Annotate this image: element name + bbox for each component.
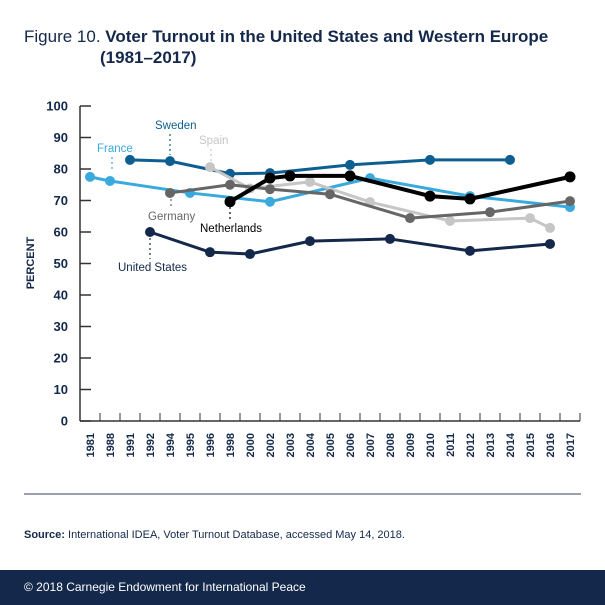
x-tick-label: 1996 <box>205 433 217 457</box>
x-tick-label: 2010 <box>425 433 437 457</box>
figure-label: Figure 10. <box>24 27 101 46</box>
point-sweden <box>165 156 175 167</box>
point-sweden <box>425 154 435 165</box>
label-netherlands: Netherlands <box>200 223 262 235</box>
label-germany: Germany <box>148 211 196 223</box>
point-sweden <box>345 159 355 170</box>
point-netherlands <box>464 193 476 205</box>
x-tick-label: 1998 <box>225 433 237 457</box>
point-spain <box>545 222 555 233</box>
series-netherlands <box>224 170 576 208</box>
point-germany <box>325 189 335 200</box>
x-tick-label: 2011 <box>445 433 457 457</box>
source-text: International IDEA, Voter Turnout Databa… <box>68 529 405 541</box>
series-germany <box>165 179 575 224</box>
point-france <box>85 171 95 182</box>
x-tick-label: 1992 <box>145 433 157 457</box>
point-united-states <box>465 245 475 256</box>
point-netherlands <box>424 190 436 202</box>
point-france <box>265 196 275 207</box>
x-tick-label: 1991 <box>125 433 137 457</box>
y-tick-label: 90 <box>54 130 68 145</box>
axes: 0 10 20 30 40 50 60 70 80 90 100 PERCENT 1981 1988 199… <box>25 99 581 457</box>
line-sweden <box>129 158 510 176</box>
line-chart: 0 10 20 30 40 50 60 70 80 90 100 PERCENT 1981 1988 199… <box>25 99 581 457</box>
x-tick-label: 1995 <box>185 433 197 457</box>
label-united-states: United States <box>118 262 187 274</box>
x-tick-label: 2009 <box>405 433 417 457</box>
point-germany <box>265 184 275 195</box>
y-tick-label: 40 <box>54 288 68 303</box>
x-tick-label: 2012 <box>465 433 477 457</box>
x-tick-label: 1994 <box>165 432 177 457</box>
y-axis-title: PERCENT <box>25 236 37 289</box>
x-tick-label: 2017 <box>565 433 577 457</box>
y-tick-label: 60 <box>54 225 68 240</box>
source-label: Source: <box>24 529 65 541</box>
series-group <box>85 154 576 260</box>
x-tick-label: 1988 <box>105 433 117 457</box>
point-spain <box>445 215 455 226</box>
point-germany <box>565 196 575 207</box>
point-spain <box>525 213 535 224</box>
point-germany <box>485 207 495 218</box>
y-tick-label: 50 <box>54 256 68 271</box>
label-spain: Spain <box>199 135 228 147</box>
point-sweden <box>505 154 515 165</box>
point-united-states <box>305 236 315 247</box>
point-united-states <box>245 249 255 260</box>
x-tick-label: 1981 <box>85 433 97 457</box>
y-tick-label: 0 <box>61 414 68 429</box>
figure-title-line1: Voter Turnout in the United States and W… <box>105 27 549 46</box>
x-tick-label: 2004 <box>305 432 317 457</box>
x-tick-label: 2013 <box>485 433 497 457</box>
point-sweden <box>125 154 135 165</box>
y-tick-label: 20 <box>54 351 68 366</box>
label-sweden: Sweden <box>155 120 197 132</box>
y-tick-label: 30 <box>54 319 68 334</box>
y-tick-label: 70 <box>54 193 68 208</box>
point-germany <box>225 179 235 190</box>
figure-title-line2: (1981–2017) <box>100 48 197 67</box>
point-united-states <box>385 233 395 244</box>
series-united-states <box>145 227 555 260</box>
label-leaders <box>111 134 231 259</box>
point-netherlands <box>224 196 236 208</box>
x-tick-label: 2008 <box>385 433 397 457</box>
y-tick-label: 10 <box>54 382 68 397</box>
x-tick-label: 2005 <box>325 433 337 457</box>
point-netherlands <box>284 170 296 182</box>
line-spain <box>209 165 551 230</box>
x-tick-label: 2002 <box>265 433 277 457</box>
label-france: France <box>97 143 133 155</box>
source-note: Source: International IDEA, Voter Turnou… <box>24 529 405 541</box>
x-tick-label: 2003 <box>285 433 297 457</box>
y-tick-label: 80 <box>54 162 68 177</box>
x-tick-label: 2006 <box>345 433 357 457</box>
point-netherlands <box>344 170 356 182</box>
footer-bar: © 2018 Carnegie Endowment for Internatio… <box>0 570 605 605</box>
point-france <box>105 175 115 186</box>
x-tick-label: 2015 <box>525 433 537 457</box>
point-spain <box>205 162 215 173</box>
point-united-states <box>145 227 155 237</box>
copyright: © 2018 Carnegie Endowment for Internatio… <box>24 580 306 594</box>
point-spain <box>305 176 315 187</box>
divider <box>24 493 581 495</box>
point-united-states <box>545 238 555 249</box>
x-tick-label: 2016 <box>545 433 557 457</box>
x-tick-label: 2000 <box>245 433 257 457</box>
x-tick-label: 2007 <box>365 433 377 457</box>
x-tick-label: 2014 <box>505 432 517 457</box>
point-netherlands <box>264 172 276 184</box>
point-germany <box>405 213 415 224</box>
figure-title: Figure 10. Voter Turnout in the United S… <box>24 26 548 68</box>
y-tick-label: 100 <box>46 99 68 114</box>
point-united-states <box>205 247 215 258</box>
point-netherlands <box>564 171 576 183</box>
point-germany <box>165 187 175 198</box>
